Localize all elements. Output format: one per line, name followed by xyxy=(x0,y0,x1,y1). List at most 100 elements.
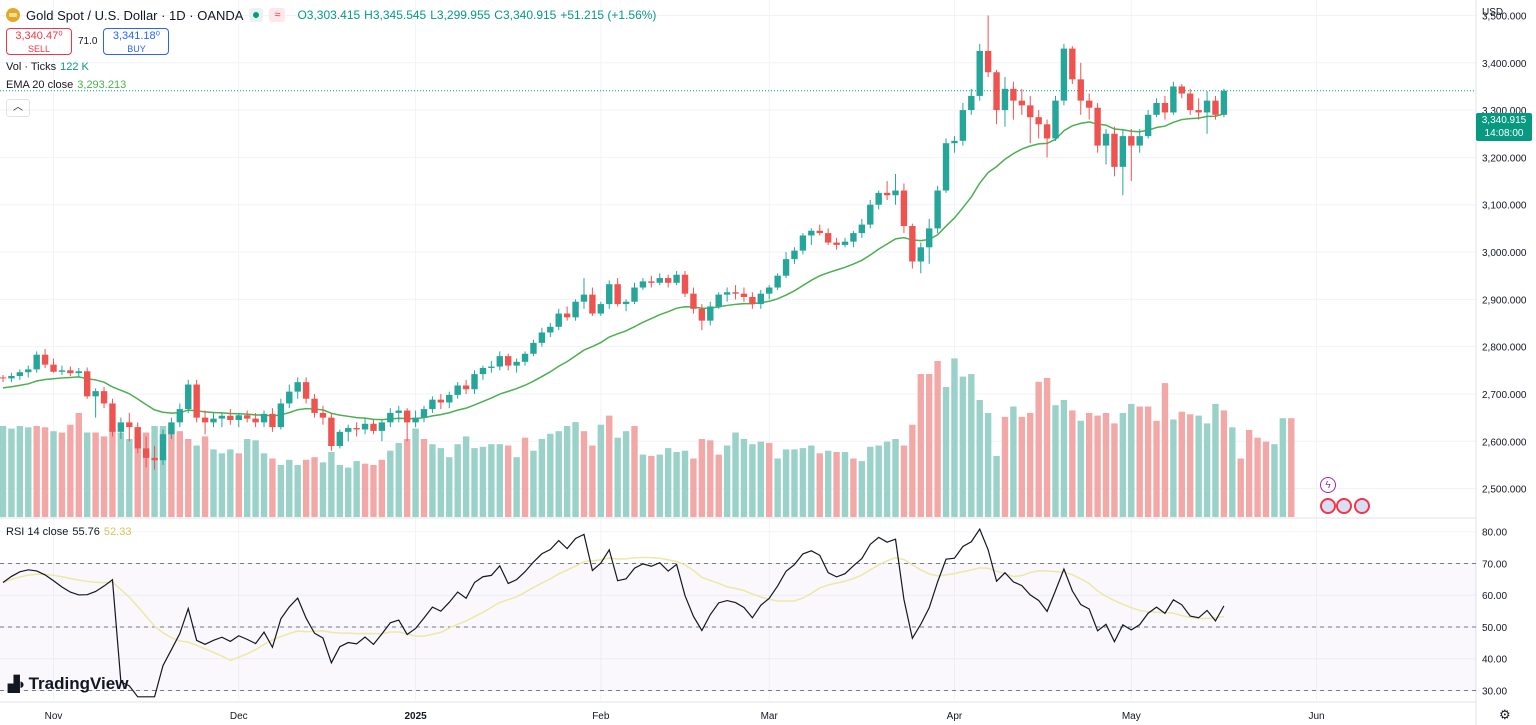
candle-body xyxy=(302,382,310,399)
candle-body xyxy=(403,410,411,423)
candle-body xyxy=(1102,133,1110,146)
chevron-up-icon[interactable]: ︿ xyxy=(6,99,30,117)
candle-body xyxy=(454,385,461,395)
candle-body xyxy=(1027,105,1034,118)
candle-body xyxy=(1060,48,1068,101)
volume-bar xyxy=(909,424,916,517)
volume-bar xyxy=(84,432,91,517)
volume-bar xyxy=(92,432,99,517)
volume-bar xyxy=(218,453,226,517)
volume-bar xyxy=(328,452,335,517)
volume-bar xyxy=(614,437,621,517)
volume-bar xyxy=(698,439,706,517)
volume-bar xyxy=(1094,415,1101,517)
candle-body xyxy=(867,204,874,225)
volume-bar xyxy=(420,439,428,517)
ohlc-close: C3,340.915 xyxy=(494,8,557,22)
candle-body xyxy=(883,192,891,196)
candle-body xyxy=(1153,102,1160,115)
trade-row: 3,340.47⁰ SELL 71.0 3,341.18⁰ BUY xyxy=(6,28,660,55)
sell-button[interactable]: 3,340.47⁰ SELL xyxy=(6,28,72,55)
volume-bar xyxy=(193,445,200,517)
volume-bar xyxy=(58,432,66,517)
watermark-text: TradingView xyxy=(28,674,129,693)
volume-bar xyxy=(395,442,402,517)
volume-bar xyxy=(336,465,343,517)
market-status-icon[interactable] xyxy=(249,8,264,22)
candle-body xyxy=(336,431,343,447)
volume-bar xyxy=(277,465,285,517)
volume-bar xyxy=(1288,418,1295,517)
volume-bar xyxy=(1203,423,1211,517)
lightning-icon[interactable]: ϟ xyxy=(1320,477,1336,493)
symbol-title[interactable]: Gold Spot / U.S. Dollar · 1D · OANDA xyxy=(26,7,244,23)
buy-button[interactable]: 3,341.18⁰ BUY xyxy=(103,28,170,55)
tradingview-logo[interactable]: ▟◗ TradingView xyxy=(8,674,128,694)
volume-bar xyxy=(25,427,32,517)
candle-body xyxy=(25,369,32,373)
candle-body xyxy=(808,230,815,236)
volume-bar xyxy=(1027,413,1034,517)
us-flag-icon[interactable] xyxy=(1336,498,1352,514)
candle-body xyxy=(176,409,184,423)
volume-bar xyxy=(656,454,663,517)
candle-body xyxy=(833,242,840,245)
price-tick-label: 3,100.000 xyxy=(1482,201,1527,212)
volume-bar xyxy=(749,444,756,517)
candle-body xyxy=(1119,136,1127,167)
volume-value: 122 K xyxy=(60,61,89,73)
candle-body xyxy=(639,281,647,288)
candle-body xyxy=(513,361,520,366)
candle-body xyxy=(656,278,663,283)
volume-bar xyxy=(201,436,209,517)
volume-bar xyxy=(521,437,529,517)
volume-bar xyxy=(917,374,924,517)
volume-bar xyxy=(471,448,478,517)
volume-bar xyxy=(993,455,1000,517)
candle-body xyxy=(1212,100,1219,115)
volume-bar xyxy=(723,445,731,517)
candle-body xyxy=(917,247,924,262)
volume-bar xyxy=(227,449,234,517)
volume-bar xyxy=(732,432,739,517)
volume-bar xyxy=(951,358,958,517)
candle-body xyxy=(799,235,807,251)
volume-bar xyxy=(260,453,268,517)
buy-price: 3,341.18⁰ xyxy=(112,30,161,42)
gear-icon[interactable]: ⚙ xyxy=(1499,707,1511,722)
ohlc-high: H3,345.545 xyxy=(364,8,427,22)
volume-bar xyxy=(1229,427,1236,517)
candle-body xyxy=(505,356,512,366)
candle-body xyxy=(648,281,655,283)
volume-bar xyxy=(597,424,605,517)
volume-bar xyxy=(311,457,318,517)
volume-bar xyxy=(100,436,108,517)
candle-body xyxy=(968,95,975,111)
volume-bar xyxy=(715,454,722,517)
candle-body xyxy=(572,301,579,318)
volume-bar xyxy=(67,424,74,517)
rsi-legend[interactable]: RSI 14 close 55.76 52.33 xyxy=(6,526,131,538)
candle-body xyxy=(892,190,899,196)
volume-bar xyxy=(841,452,849,517)
volume-legend[interactable]: Vol · Ticks 122 K xyxy=(6,61,660,77)
candle-body xyxy=(437,399,445,403)
candle-body xyxy=(589,294,596,314)
volume-bar xyxy=(740,439,748,517)
currency-selector[interactable]: USD xyxy=(1482,7,1504,18)
us-flag-icon[interactable] xyxy=(1320,498,1336,514)
volume-bar xyxy=(968,374,975,517)
candle-body xyxy=(0,377,7,379)
candle-body xyxy=(732,292,739,294)
volume-bar xyxy=(185,439,192,517)
candle-body xyxy=(58,370,66,372)
ema-legend[interactable]: EMA 20 close 3,293.213 xyxy=(6,79,660,95)
candle-body xyxy=(984,50,992,73)
volume-bar xyxy=(547,433,554,517)
us-flag-icon[interactable] xyxy=(1354,498,1370,514)
price-tick-label: 3,400.000 xyxy=(1482,59,1527,70)
volume-bar xyxy=(867,446,874,517)
volatility-icon[interactable]: ≈ xyxy=(269,8,286,22)
